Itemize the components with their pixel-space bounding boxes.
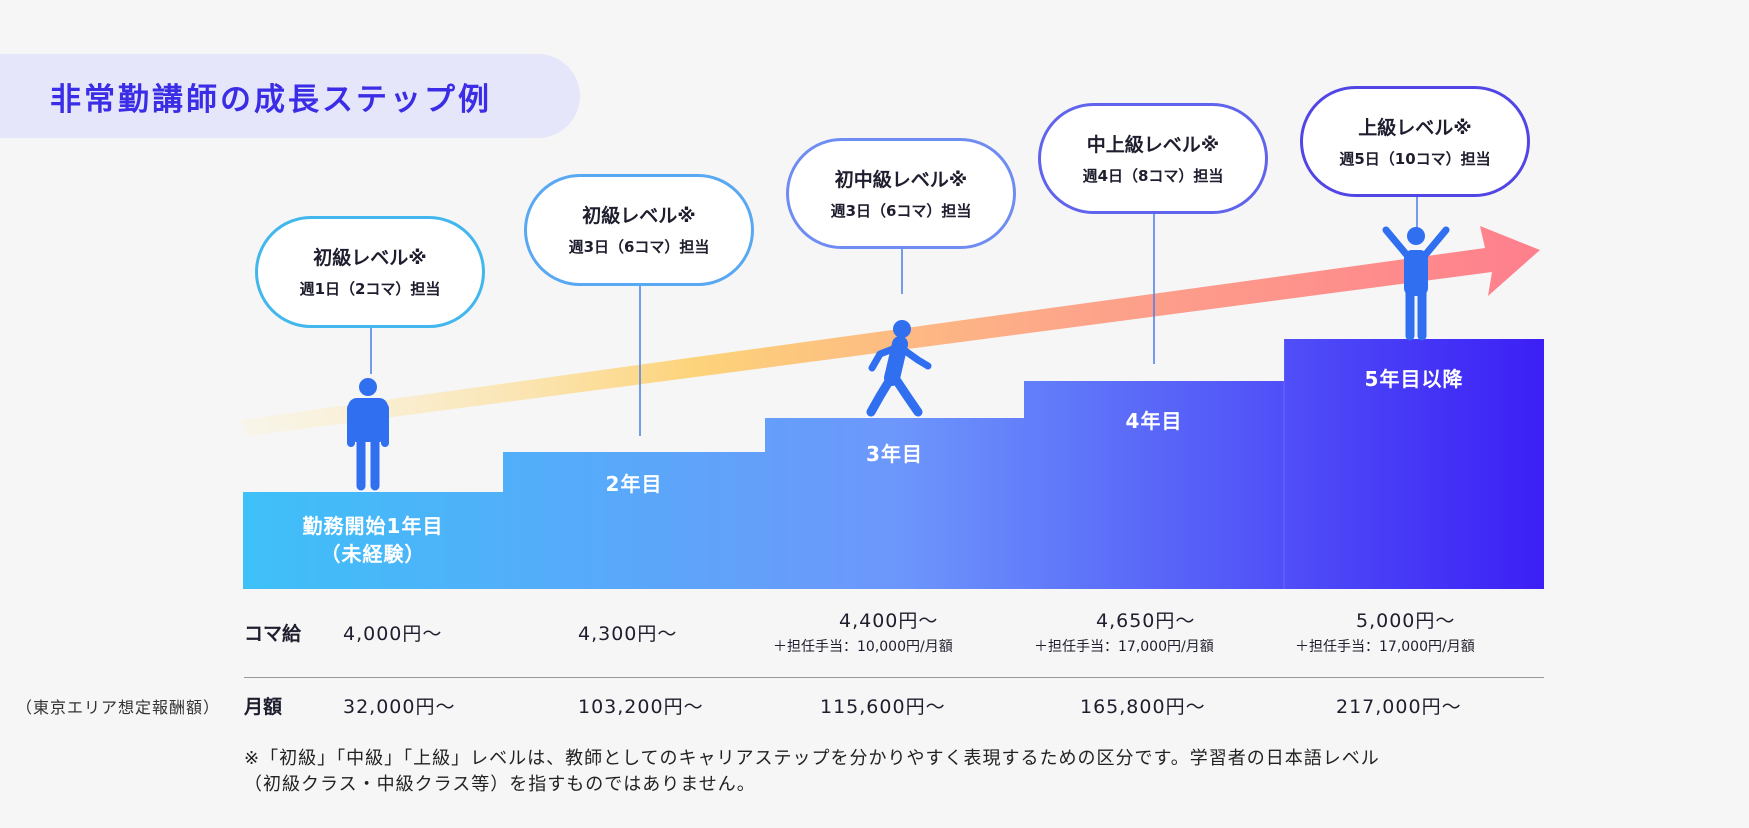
koma-pay-3: 4,400円〜 <box>839 610 939 632</box>
level-bubble-3: 初中級レベル※ 週3日（6コマ）担当 <box>786 138 1016 249</box>
level-bubble-5: 上級レベル※ 週5日（10コマ）担当 <box>1300 86 1530 197</box>
koma-pay-5: 5,000円〜 <box>1356 610 1456 632</box>
step-label-year2: 2年目 <box>605 472 663 496</box>
level-name: 中上級レベル※ <box>1086 134 1220 156</box>
footnote: ※「初級」「中級」「上級」レベルは、教師としてのキャリアステップを分かりやすく表… <box>244 748 1380 795</box>
title-banner <box>0 54 580 138</box>
weekly-schedule: 週1日（2コマ）担当 <box>299 280 441 298</box>
step-label-year3: 3年目 <box>866 442 923 466</box>
allowance-3: ＋担任手当：10,000円/月額 <box>773 639 953 655</box>
level-bubble-1: 初級レベル※ 週1日（2コマ）担当 <box>255 216 485 328</box>
page-title: 非常勤講師の成長ステップ例 <box>50 82 492 118</box>
koma-pay-label: コマ給 <box>244 623 302 645</box>
monthly-2: 103,200円〜 <box>578 696 704 718</box>
weekly-schedule: 週3日（6コマ）担当 <box>830 202 972 220</box>
weekly-schedule: 週3日（6コマ）担当 <box>568 238 710 256</box>
step-label-year5: 5年目以降 <box>1364 367 1464 391</box>
cheering-person-icon <box>1382 226 1450 341</box>
monthly-4: 165,800円〜 <box>1080 696 1206 718</box>
monthly-3: 115,600円〜 <box>820 696 946 718</box>
step-label-year4: 4年目 <box>1125 409 1183 433</box>
growth-arrow <box>240 226 1540 436</box>
koma-pay-1: 4,000円〜 <box>343 623 443 645</box>
level-bubble-2: 初級レベル※ 週3日（6コマ）担当 <box>524 174 754 286</box>
walking-person-icon <box>866 320 932 417</box>
level-name: 上級レベル※ <box>1358 117 1472 139</box>
level-name: 初級レベル※ <box>582 205 696 227</box>
standing-person-icon <box>347 378 389 491</box>
level-name: 初級レベル※ <box>313 247 427 269</box>
level-bubble-4: 中上級レベル※ 週4日（8コマ）担当 <box>1038 103 1268 214</box>
weekly-schedule: 週5日（10コマ）担当 <box>1339 150 1491 168</box>
allowance-5: ＋担任手当：17,000円/月額 <box>1295 639 1475 655</box>
koma-pay-2: 4,300円〜 <box>578 623 678 645</box>
weekly-schedule: 週4日（8コマ）担当 <box>1082 167 1224 185</box>
monthly-label: 月額 <box>244 696 283 718</box>
koma-pay-4: 4,650円〜 <box>1096 610 1196 632</box>
staircase <box>243 339 1544 589</box>
step-label-year1: 勤務開始1年目 （未経験） <box>302 514 444 566</box>
area-note: （東京エリア想定報酬額） <box>16 698 221 717</box>
allowance-4: ＋担任手当：17,000円/月額 <box>1034 639 1214 655</box>
monthly-1: 32,000円〜 <box>343 696 456 718</box>
monthly-5: 217,000円〜 <box>1336 696 1462 718</box>
level-name: 初中級レベル※ <box>834 169 968 191</box>
row-divider <box>244 677 1544 678</box>
